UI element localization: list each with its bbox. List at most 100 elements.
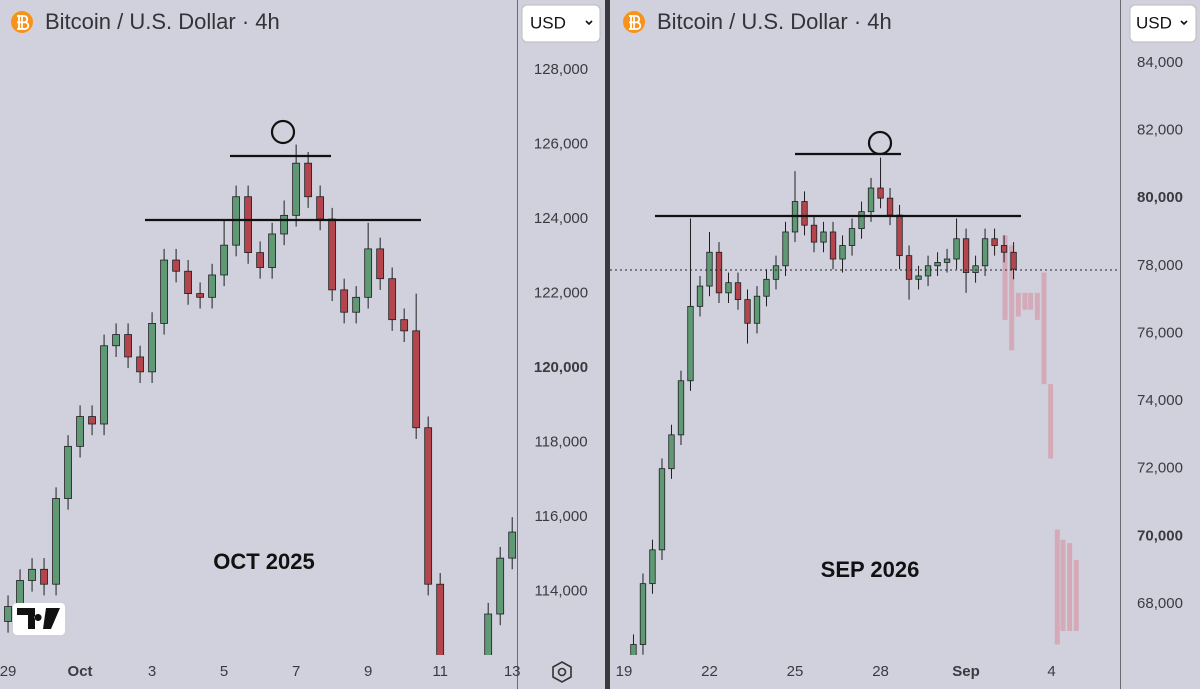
logo-mark <box>17 608 60 629</box>
y-tick-label: 70,000 <box>1137 527 1183 544</box>
candle-body <box>848 228 856 246</box>
plot-area <box>630 157 1079 655</box>
candle-body <box>1010 251 1017 270</box>
candle-body <box>184 270 192 294</box>
candle-body <box>508 531 517 559</box>
candle-body <box>328 218 337 291</box>
candle-body <box>839 245 846 260</box>
settings-icon-center[interactable] <box>557 667 567 677</box>
candle-body <box>915 275 922 280</box>
candle-body <box>28 568 36 581</box>
y-tick-label: 118,000 <box>534 434 587 451</box>
x-tick-label: 22 <box>701 663 718 680</box>
candle-body <box>112 334 120 347</box>
candle-body <box>340 289 349 313</box>
candle-body <box>64 445 72 499</box>
y-tick-label: 80,000 <box>1137 189 1183 206</box>
y-tick-label: 120,000 <box>534 359 588 376</box>
tradingview-logo <box>13 603 65 635</box>
candle-body <box>1000 245 1008 253</box>
candle-body <box>858 211 865 229</box>
candle-body <box>76 416 84 447</box>
candle-body <box>424 427 433 585</box>
candle-body <box>934 262 941 267</box>
candle-body <box>280 214 289 235</box>
candle-body <box>16 580 24 607</box>
chevron[interactable] <box>1180 20 1188 26</box>
candle-body <box>268 233 277 268</box>
y-tick-label: 124,000 <box>534 210 588 227</box>
plot-area <box>4 144 517 655</box>
candle-body <box>972 265 979 273</box>
panel-divider <box>605 0 610 689</box>
y-tick-label: 128,000 <box>534 61 588 78</box>
candle-body <box>400 319 409 332</box>
y-tick-label: 122,000 <box>534 285 588 302</box>
x-tick-label: Sep <box>952 663 980 680</box>
candle-body <box>715 251 723 294</box>
candle-body <box>658 468 666 551</box>
button-frame[interactable] <box>1129 4 1197 43</box>
bitcoin-glyph <box>17 15 30 30</box>
candle-body <box>905 255 913 280</box>
currency-label[interactable]: USD <box>530 13 566 32</box>
y-tick-label: 126,000 <box>534 136 588 153</box>
candle-body <box>196 293 204 298</box>
projection-bar <box>1022 292 1028 310</box>
y-tick-label: 84,000 <box>1137 54 1183 71</box>
projection-bar <box>1034 292 1040 320</box>
x-tick-label: 11 <box>432 663 448 680</box>
button-frame[interactable] <box>521 4 601 43</box>
candle-body <box>725 282 732 294</box>
annotation: SEP 2026 <box>821 557 920 582</box>
candle-body <box>352 296 361 313</box>
projection-bar <box>1054 529 1060 645</box>
candle-body <box>639 583 647 645</box>
x-tick-label: Oct <box>68 663 93 680</box>
y-tick-label: 68,000 <box>1137 595 1183 612</box>
projection-bar <box>1060 539 1066 631</box>
candle-body <box>943 258 951 263</box>
header: Bitcoin / U.S. Dollar · 4h Bitcoin / U.S… <box>11 9 892 34</box>
candle-body <box>124 334 132 358</box>
candle-body <box>829 231 837 260</box>
candle-body <box>88 416 96 425</box>
candle-body <box>706 251 713 287</box>
y-tick-label: 74,000 <box>1137 392 1183 409</box>
top-circle <box>270 119 296 145</box>
projection-bar <box>1009 245 1015 351</box>
candle-body <box>244 196 252 254</box>
candle-body <box>810 224 818 243</box>
candle-body <box>4 606 12 622</box>
candle-body <box>40 568 48 585</box>
x-tick-label: 5 <box>220 663 228 680</box>
candle-body <box>376 248 385 280</box>
x-tick-label: 13 <box>504 663 521 680</box>
candle-body <box>52 498 60 585</box>
annotation: OCT 2025 <box>213 549 315 574</box>
candle-body <box>687 305 694 382</box>
currency-label[interactable]: USD <box>1136 13 1172 32</box>
candle-body <box>677 380 685 436</box>
projection-bar <box>1028 292 1034 310</box>
top-circle <box>867 130 893 156</box>
candle-body <box>256 252 265 268</box>
currency-button[interactable]: USD <box>521 4 601 43</box>
candle-body <box>100 345 108 425</box>
x-tick-label: 7 <box>292 663 300 680</box>
candle-body <box>744 299 751 324</box>
candle-body <box>886 197 894 216</box>
candle-body <box>412 330 421 429</box>
candle-body <box>696 285 704 307</box>
x-tick-label: 3 <box>148 663 156 680</box>
currency-button[interactable]: USD <box>1129 4 1197 43</box>
chevron[interactable] <box>585 20 593 26</box>
projection-bar <box>1002 235 1008 320</box>
y-tick-label: 78,000 <box>1137 257 1183 274</box>
settings-icon[interactable] <box>552 661 572 683</box>
candle-body <box>136 356 144 373</box>
chart-title: Bitcoin / U.S. Dollar · 4h <box>657 9 892 34</box>
y-tick-label: 72,000 <box>1137 460 1183 477</box>
y-tick-label: 114,000 <box>534 583 587 600</box>
